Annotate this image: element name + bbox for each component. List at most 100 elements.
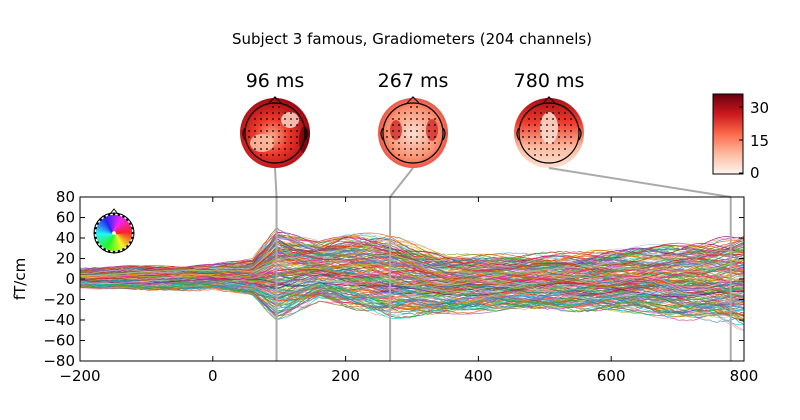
head-sensor	[103, 215, 106, 218]
sensor-dot	[290, 136, 292, 138]
sensor-dot	[410, 118, 412, 120]
sensor-dot	[528, 148, 530, 150]
y-tick-label: 40	[56, 229, 75, 247]
sensor-dot	[564, 148, 566, 150]
sensor-dot	[570, 124, 572, 126]
sensor-dot	[534, 136, 536, 138]
sensor-dot	[266, 118, 268, 120]
x-tick-label: 600	[597, 367, 626, 385]
sensor-dot	[398, 154, 400, 156]
sensor-dot	[552, 136, 554, 138]
sensor-dot	[248, 136, 250, 138]
sensor-dot	[546, 148, 548, 150]
sensor-dot	[278, 106, 280, 108]
sensor-dot	[534, 118, 536, 120]
sensor-dot	[254, 136, 256, 138]
sensor-dot	[564, 142, 566, 144]
sensor-dot	[296, 142, 298, 144]
y-tick-label: −80	[43, 352, 75, 370]
sensor-dot	[272, 154, 274, 156]
head-sensor	[129, 222, 132, 225]
sensor-dot	[528, 130, 530, 132]
sensor-dot	[404, 142, 406, 144]
sensor-dot	[528, 136, 530, 138]
sensor-dot	[392, 142, 394, 144]
sensor-dot	[272, 124, 274, 126]
sensor-dot	[570, 136, 572, 138]
head-sensor	[118, 250, 121, 253]
y-axis-label: fT/cm	[11, 258, 29, 300]
sensor-dot	[570, 130, 572, 132]
sensor-dot	[398, 112, 400, 114]
topomap-connector-line	[275, 168, 277, 197]
sensor-dot	[392, 136, 394, 138]
sensor-dot	[278, 142, 280, 144]
sensor-dot	[552, 148, 554, 150]
channel-traces	[80, 227, 744, 330]
sensor-dot	[528, 124, 530, 126]
sensor-dot	[296, 130, 298, 132]
sensor-dot	[416, 136, 418, 138]
sensor-dot	[540, 154, 542, 156]
head-sensor	[122, 215, 125, 218]
sensor-dot	[272, 112, 274, 114]
head-sensor	[113, 213, 116, 216]
head-sensor	[94, 237, 97, 240]
sensor-dot	[416, 118, 418, 120]
topomap-time-label-780: 780 ms	[514, 70, 585, 92]
sensor-dot	[564, 112, 566, 114]
sensor-dot	[416, 142, 418, 144]
chart-title: Subject 3 famous, Gradiometers (204 chan…	[232, 30, 592, 48]
sensor-dot	[398, 118, 400, 120]
y-tick-label: −60	[43, 332, 75, 350]
sensor-dot	[422, 112, 424, 114]
head-sensor	[126, 245, 129, 248]
head-sensor	[94, 232, 97, 235]
sensor-dot	[564, 136, 566, 138]
sensor-dot	[260, 118, 262, 120]
sensor-dot	[272, 148, 274, 150]
sensor-dot	[422, 142, 424, 144]
sensor-dot	[570, 142, 572, 144]
head-sensor	[103, 248, 106, 251]
sensor-dot	[428, 118, 430, 120]
sensor-dot	[552, 118, 554, 120]
sensor-dot	[266, 130, 268, 132]
sensor-dot	[260, 136, 262, 138]
sensor-dot	[416, 112, 418, 114]
sensor-dot	[558, 142, 560, 144]
sensor-dot	[422, 124, 424, 126]
sensor-dot	[272, 106, 274, 108]
sensor-dot	[266, 154, 268, 156]
sensor-dot	[416, 148, 418, 150]
sensor-dot	[546, 130, 548, 132]
sensor-dot	[398, 148, 400, 150]
sensor-dot	[540, 136, 542, 138]
head-sensor	[129, 241, 132, 244]
sensor-dot	[398, 130, 400, 132]
sensor-dot	[540, 112, 542, 114]
sensor-dot	[522, 130, 524, 132]
sensor-dot	[278, 124, 280, 126]
sensor-dot	[552, 124, 554, 126]
y-tick-label: 80	[56, 188, 75, 206]
head-sensor	[99, 245, 102, 248]
sensor-dot	[540, 124, 542, 126]
sensor-dot	[534, 142, 536, 144]
sensor-dot	[410, 106, 412, 108]
sensor-dot	[254, 124, 256, 126]
sensor-dot	[552, 130, 554, 132]
sensor-dot	[546, 136, 548, 138]
sensor-dot	[416, 124, 418, 126]
sensor-dot	[290, 118, 292, 120]
head-sensor	[96, 222, 99, 225]
sensor-dot	[290, 148, 292, 150]
colorbar: 30 15 0	[713, 94, 769, 182]
sensor-dot	[558, 154, 560, 156]
sensor-dot	[428, 124, 430, 126]
sensor-dot	[428, 136, 430, 138]
sensor-dot	[278, 112, 280, 114]
sensor-dot	[404, 118, 406, 120]
sensor-dot	[422, 148, 424, 150]
